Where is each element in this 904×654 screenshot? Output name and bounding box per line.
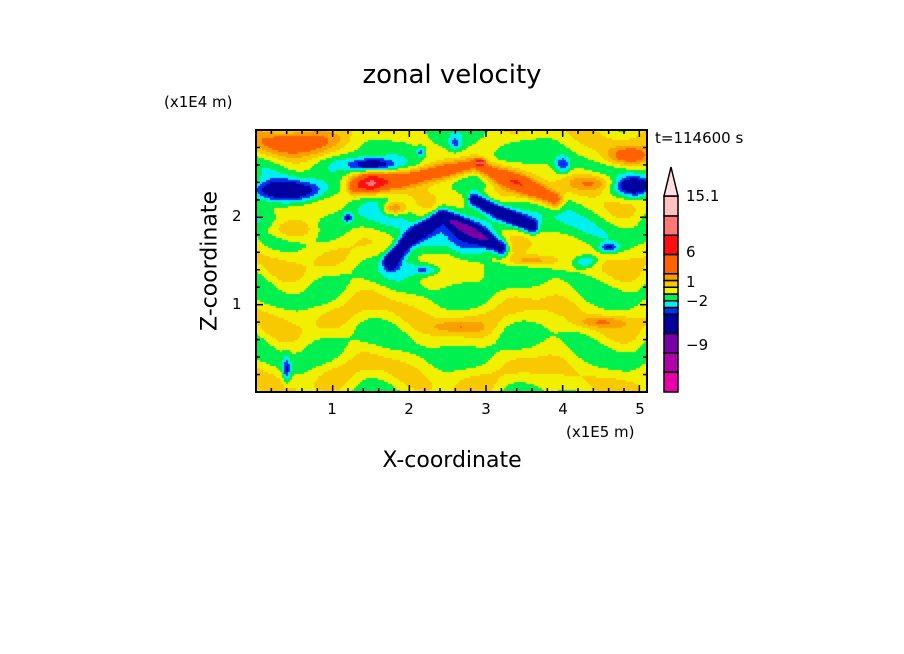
- z-axis-unit: (x1E4 m): [164, 93, 233, 111]
- chart-title: zonal velocity: [362, 60, 542, 90]
- colorbar-box: [663, 215, 679, 236]
- z-tick-label: 1: [232, 295, 242, 313]
- x-tick-label: 4: [558, 400, 568, 418]
- contour-field: [256, 130, 647, 392]
- x-axis-unit: (x1E5 m): [566, 423, 635, 441]
- x-tick-label: 1: [327, 400, 337, 418]
- x-tick-label: 5: [635, 400, 645, 418]
- colorbar-box: [663, 352, 679, 373]
- colorbar-label: −9: [686, 336, 709, 354]
- colorbar-box: [663, 279, 679, 289]
- colorbar: [663, 166, 679, 393]
- colorbar-box: [663, 299, 679, 309]
- time-annotation: t=114600 s: [655, 129, 744, 147]
- colorbar-box: [663, 332, 679, 354]
- x-axis-label: X-coordinate: [382, 448, 522, 473]
- colorbar-label: 15.1: [686, 187, 720, 205]
- colorbar-overflow-triangle: [663, 166, 679, 197]
- colorbar-box: [663, 306, 679, 315]
- colorbar-box: [663, 253, 679, 275]
- z-tick-label: 2: [232, 207, 242, 225]
- colorbar-box: [663, 195, 679, 217]
- colorbar-box: [663, 371, 679, 393]
- colorbar-box: [663, 313, 679, 335]
- colorbar-box: [663, 286, 679, 295]
- colorbar-label: 1: [686, 273, 696, 291]
- colorbar-label: 6: [686, 243, 696, 261]
- colorbar-box: [663, 273, 679, 282]
- colorbar-box: [663, 234, 679, 256]
- colorbar-label: −2: [686, 292, 709, 310]
- plot-border: [255, 129, 648, 393]
- x-tick-label: 3: [481, 400, 491, 418]
- x-tick-label: 2: [404, 400, 414, 418]
- colorbar-box: [663, 293, 679, 302]
